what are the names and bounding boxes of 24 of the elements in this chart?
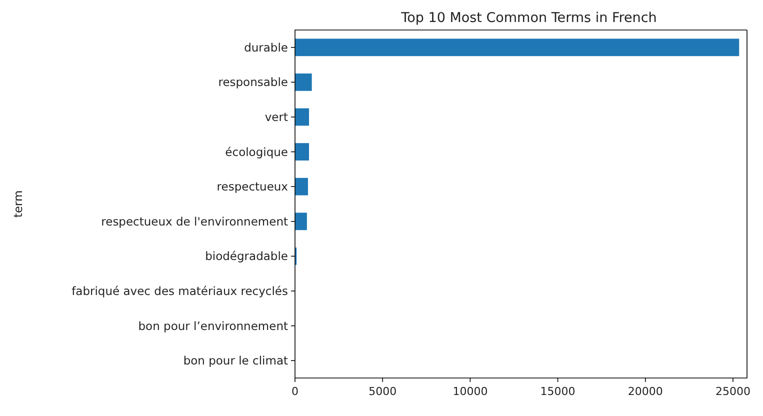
y-axis-title: term xyxy=(11,190,25,218)
y-tick-label: vert xyxy=(264,110,288,124)
y-tick-label: durable xyxy=(244,40,288,54)
x-tick-label: 20000 xyxy=(628,385,663,398)
y-tick-label: écologique xyxy=(225,144,288,159)
y-tick-label: biodégradable xyxy=(205,249,288,264)
chart-title: Top 10 Most Common Terms in French xyxy=(400,10,657,26)
bar xyxy=(295,108,310,126)
y-tick-label: responsable xyxy=(218,75,288,90)
y-tick-label: fabriqué avec des matériaux recyclés xyxy=(72,284,288,298)
bar xyxy=(295,212,307,230)
bar xyxy=(295,38,740,56)
x-tick-label: 0 xyxy=(292,385,298,398)
y-tick-label: bon pour le climat xyxy=(183,354,288,368)
bar xyxy=(295,178,308,196)
bar xyxy=(295,143,310,160)
y-tick-label: respectueux xyxy=(216,180,288,194)
bar xyxy=(295,74,312,91)
y-tick-label: respectueux de l'environnement xyxy=(101,214,288,228)
x-tick-label: 15000 xyxy=(540,385,576,398)
x-tick-label: 10000 xyxy=(452,385,488,398)
x-tick-label: 25000 xyxy=(715,385,750,398)
y-tick-label: bon pour l’environnement xyxy=(138,318,288,333)
x-tick-label: 5000 xyxy=(368,385,397,398)
